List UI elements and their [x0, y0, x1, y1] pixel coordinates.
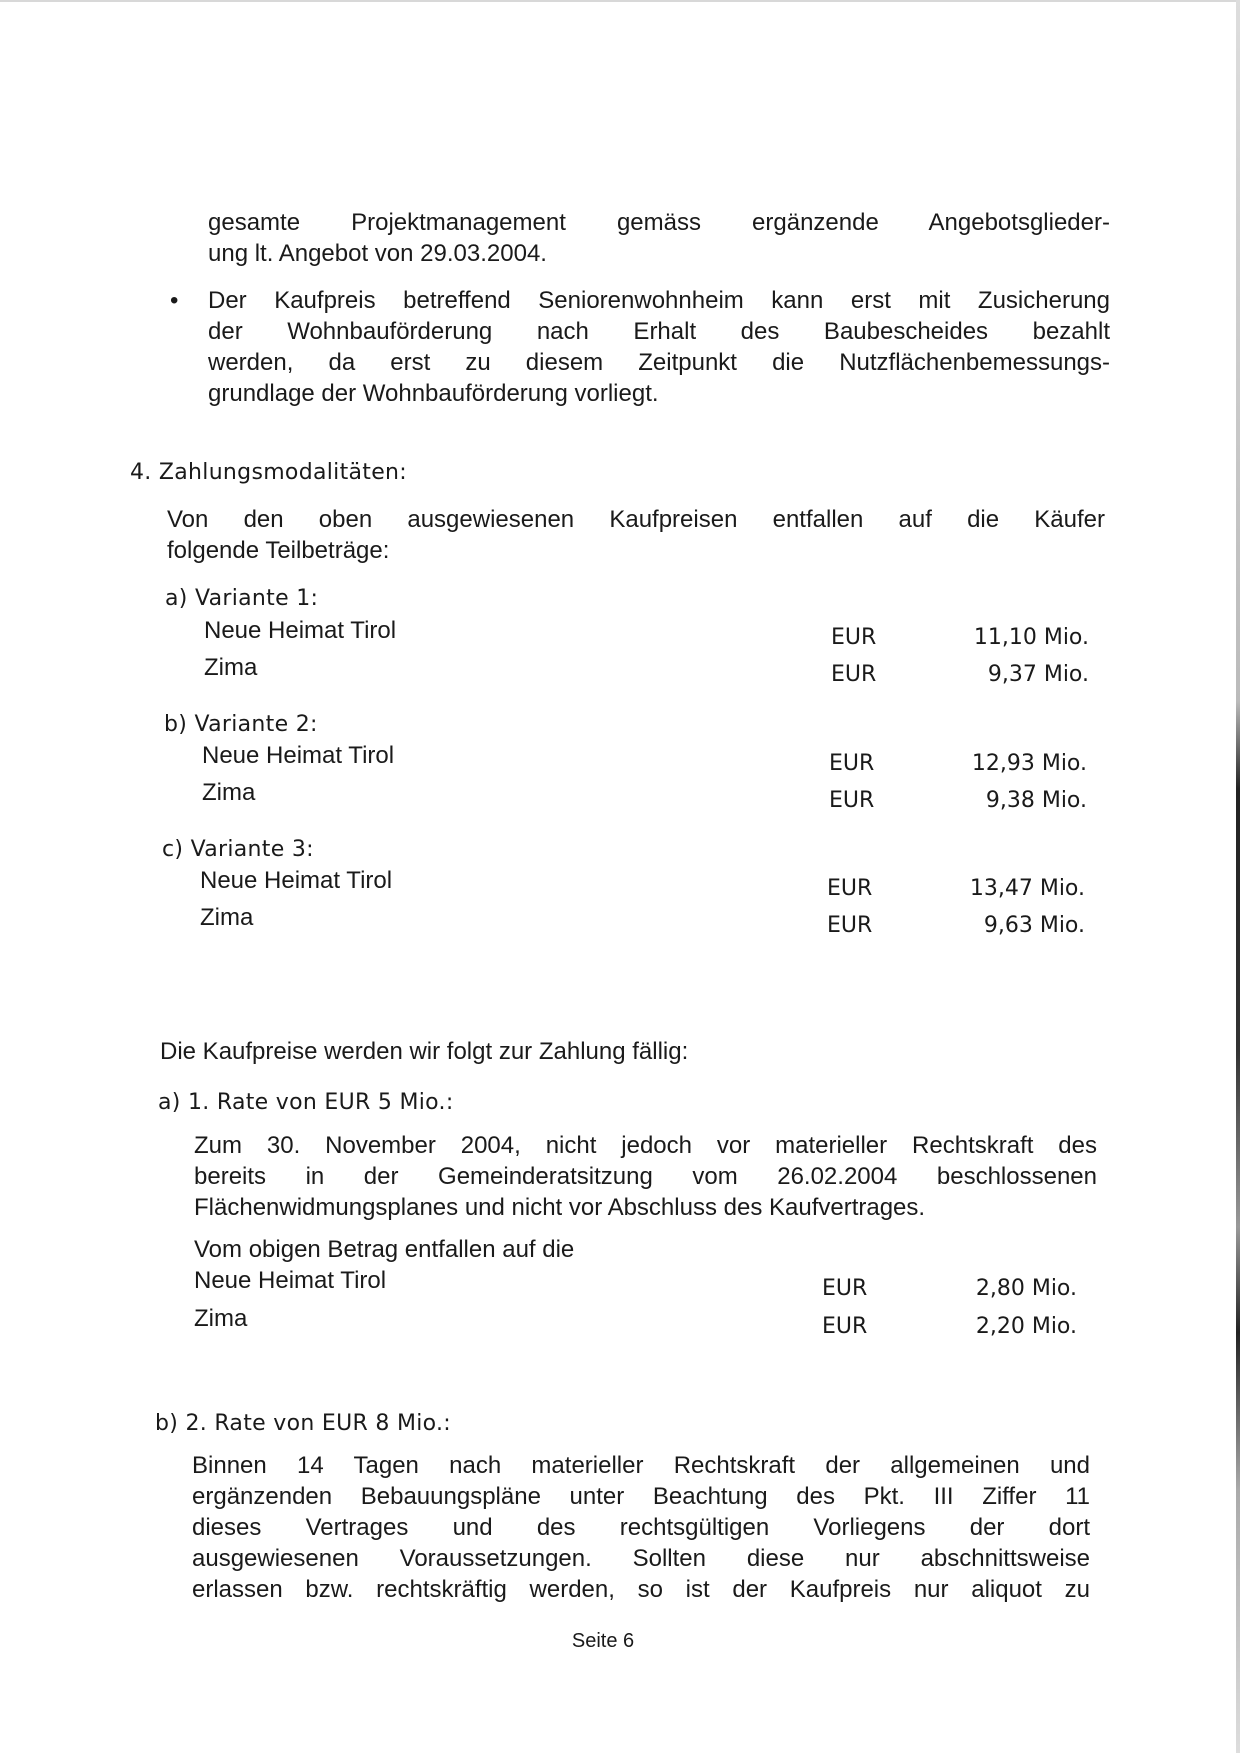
currency: EUR: [822, 1314, 868, 1339]
bullet-icon: •: [170, 287, 179, 314]
variant-label: c) Variante 3:: [162, 837, 314, 862]
scan-edge-top: [0, 0, 1240, 2]
rate2-line: ausgewiesenen Voraussetzungen. Sollten d…: [192, 1545, 1090, 1572]
buyer-name: Neue Heimat Tirol: [204, 617, 397, 644]
rate1-split-intro: Vom obigen Betrag entfallen auf die: [194, 1236, 575, 1263]
section-intro-line: folgende Teilbeträge:: [167, 537, 390, 564]
rate2-line: ergänzenden Bebauungspläne unter Beachtu…: [192, 1483, 1090, 1510]
currency: EUR: [827, 913, 873, 938]
amount: 2,80 Mio.: [975, 1276, 1077, 1301]
rate2-line: erlassen bzw. rechtskräftig werden, so i…: [192, 1576, 1090, 1603]
rate2-line: Binnen 14 Tagen nach materieller Rechtsk…: [192, 1452, 1090, 1479]
variant-label: b) Variante 2:: [164, 712, 318, 737]
buyer-name: Neue Heimat Tirol: [202, 742, 395, 769]
intro-line: ung lt. Angebot von 29.03.2004.: [208, 240, 547, 267]
buyer-name: Zima: [202, 779, 256, 806]
rate1-line: bereits in der Gemeinderatsitzung vom 26…: [194, 1163, 1097, 1190]
currency: EUR: [822, 1276, 868, 1301]
currency: EUR: [831, 662, 877, 687]
variant-label: a) Variante 1:: [165, 586, 319, 611]
bullet-line: Der Kaufpreis betreffend Seniorenwohnhei…: [208, 287, 1110, 314]
currency: EUR: [829, 788, 875, 813]
buyer-name: Zima: [194, 1305, 248, 1332]
buyer-name: Neue Heimat Tirol: [200, 867, 393, 894]
bullet-line: werden, da erst zu diesem Zeitpunkt die …: [208, 349, 1110, 376]
rate1-line: Flächenwidmungsplanes und nicht vor Absc…: [194, 1194, 926, 1221]
amount: 9,38 Mio.: [985, 788, 1087, 813]
buyer-name: Zima: [204, 654, 258, 681]
rate1-line: Zum 30. November 2004, nicht jedoch vor …: [194, 1132, 1097, 1159]
amount: 13,47 Mio.: [969, 876, 1085, 901]
amount: 12,93 Mio.: [971, 751, 1087, 776]
amount: 9,63 Mio.: [983, 913, 1085, 938]
currency: EUR: [831, 625, 877, 650]
amount: 11,10 Mio.: [973, 625, 1089, 650]
rate2-line: dieses Vertrages und des rechtsgültigen …: [192, 1514, 1090, 1541]
section-heading: 4. Zahlungsmodalitäten:: [130, 460, 407, 485]
intro-line: gesamte Projektmanagement gemäss ergänze…: [208, 209, 1110, 236]
buyer-name: Zima: [200, 904, 254, 931]
page-number: Seite 6: [571, 1630, 635, 1652]
amount: 9,37 Mio.: [987, 662, 1089, 687]
bullet-line: der Wohnbauförderung nach Erhalt des Bau…: [208, 318, 1110, 345]
rate1-heading: a) 1. Rate von EUR 5 Mio.:: [158, 1090, 454, 1115]
section-intro-line: Von den oben ausgewiesenen Kaufpreisen e…: [167, 506, 1105, 533]
amount: 2,20 Mio.: [975, 1314, 1077, 1339]
currency: EUR: [827, 876, 873, 901]
due-intro: Die Kaufpreise werden wir folgt zur Zahl…: [160, 1038, 689, 1065]
scan-edge-right: [1236, 0, 1240, 1753]
currency: EUR: [829, 751, 875, 776]
buyer-name: Neue Heimat Tirol: [194, 1267, 387, 1294]
rate2-heading: b) 2. Rate von EUR 8 Mio.:: [155, 1411, 452, 1436]
bullet-line: grundlage der Wohnbauförderung vorliegt.: [208, 380, 659, 407]
